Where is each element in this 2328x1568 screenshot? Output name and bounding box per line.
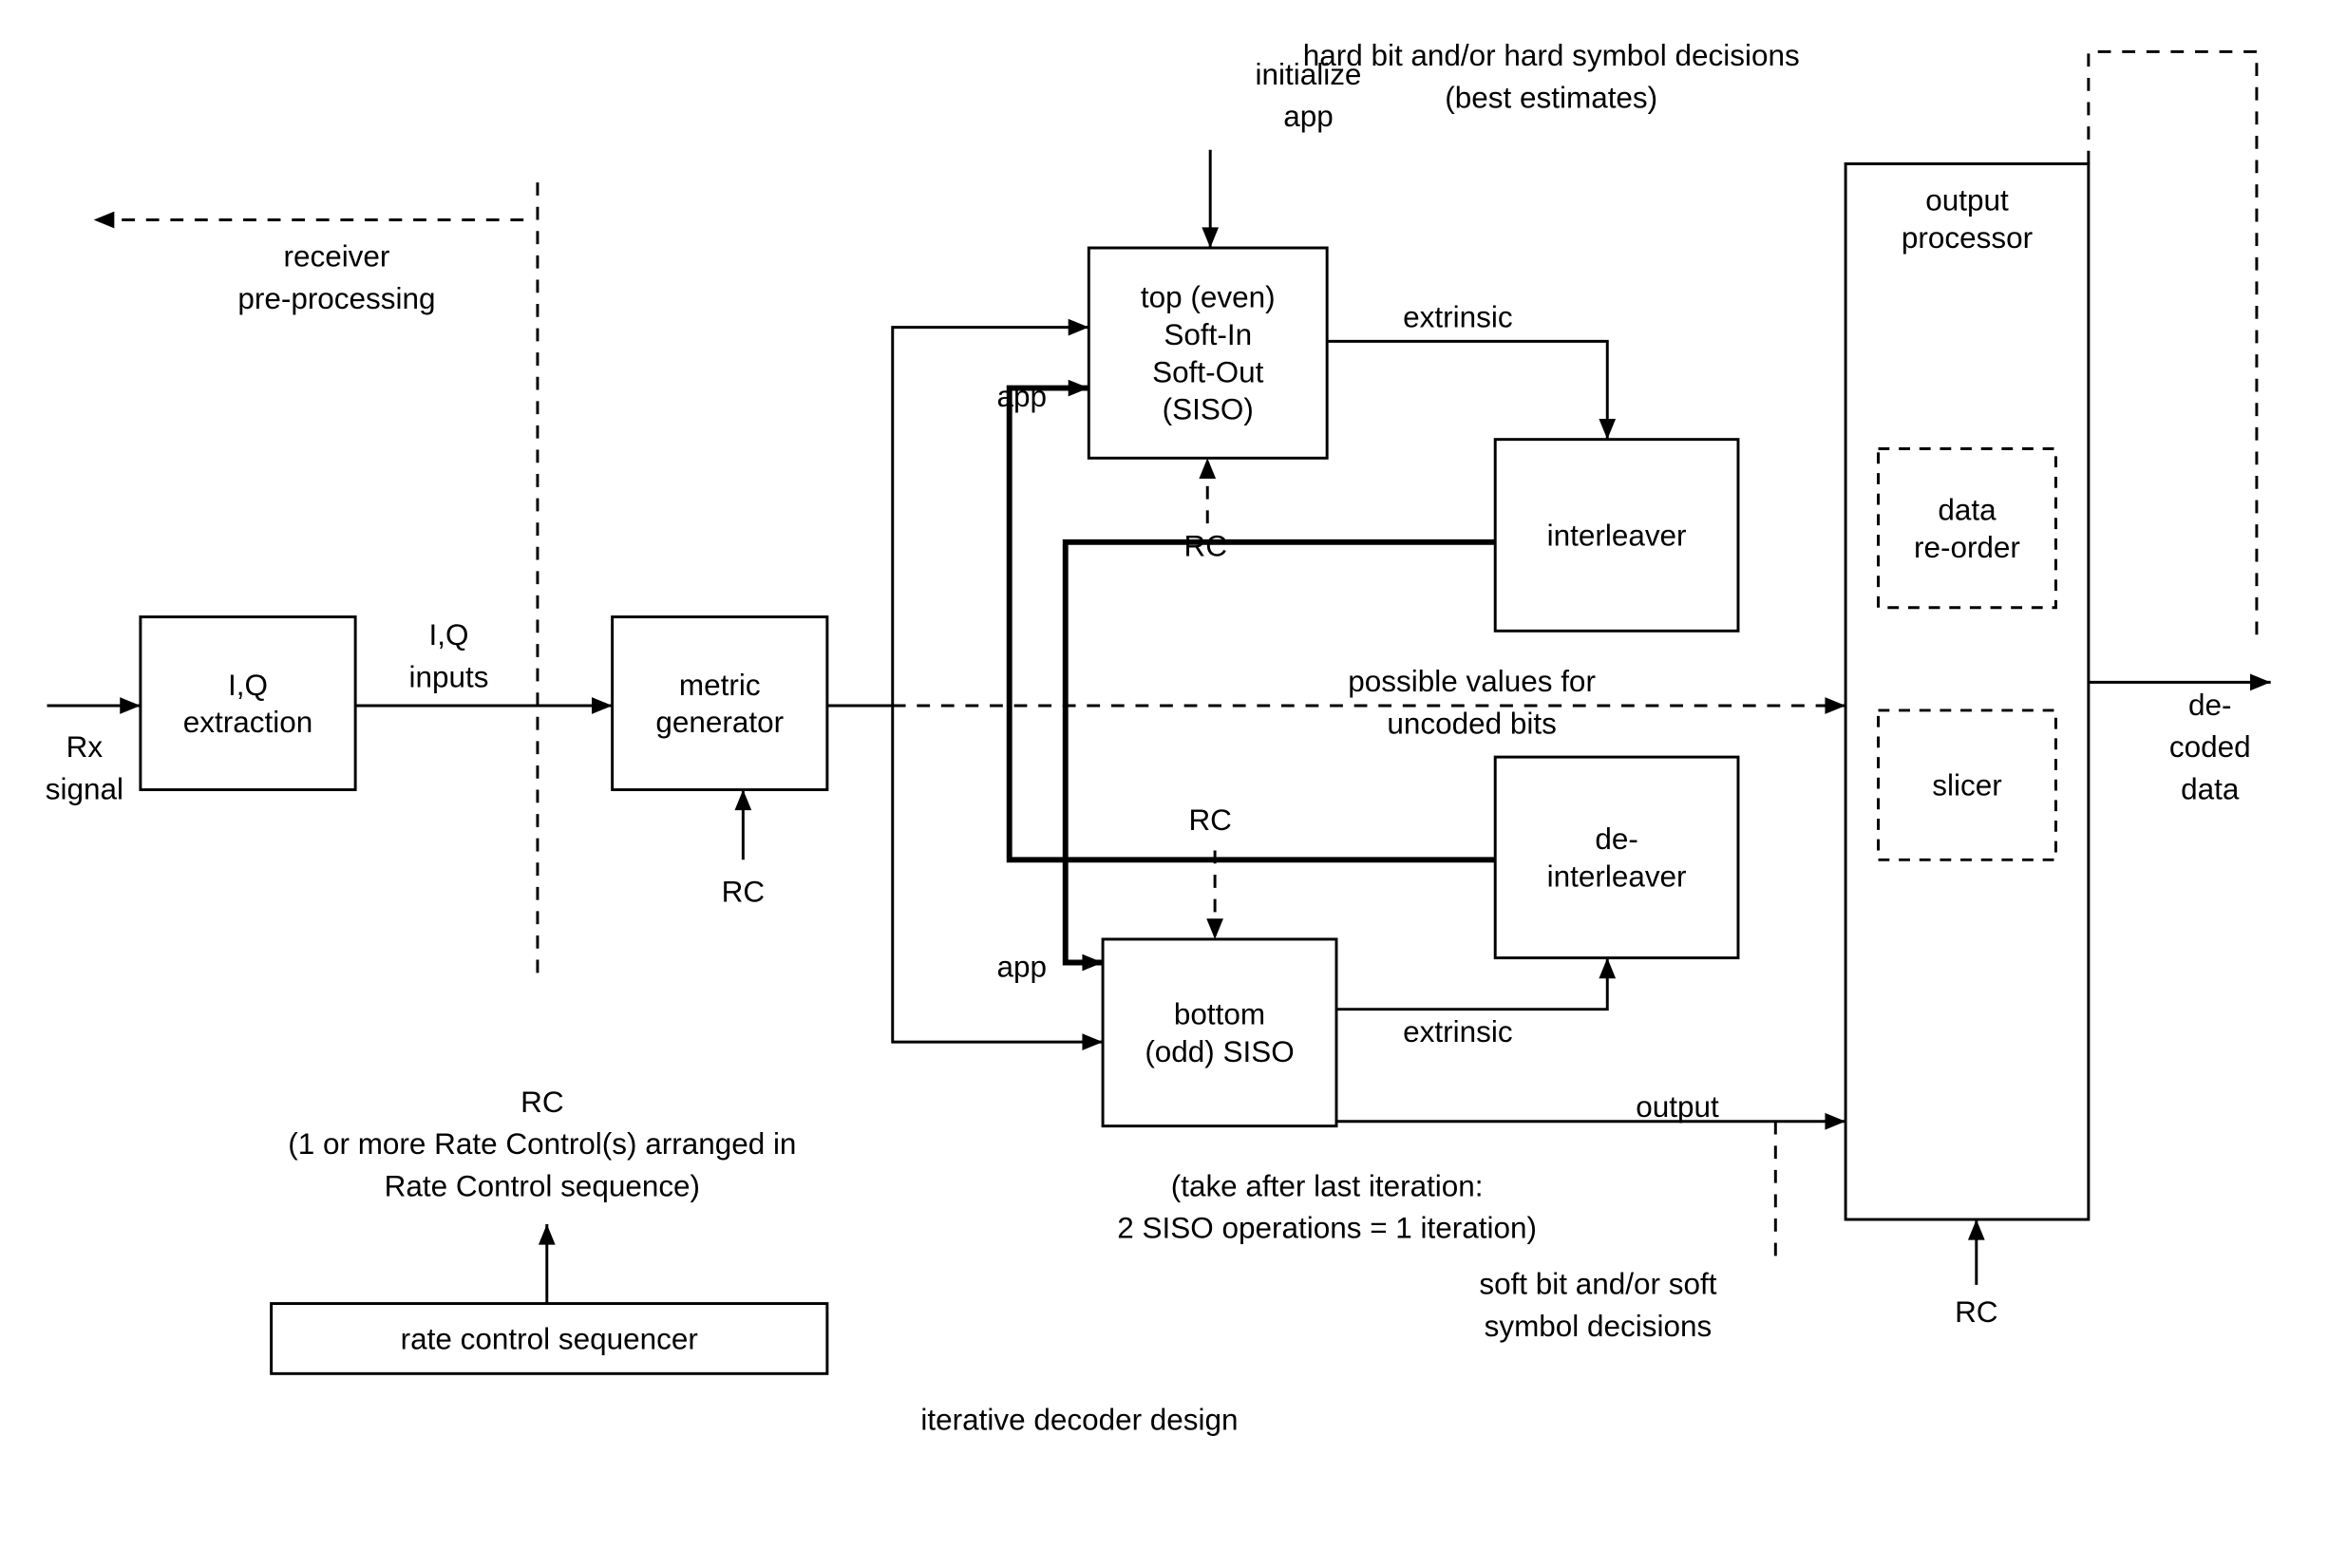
- label-rc_metric: RC: [722, 876, 765, 909]
- node-iq_extraction-label: I,Q: [228, 669, 268, 702]
- label-iq_inputs_1: I,Q: [429, 618, 469, 652]
- node-slicer-label: slicer: [1932, 769, 2001, 803]
- node-interleaver: interleaver: [1495, 440, 1738, 632]
- node-rate_ctrl_seq: rate control sequencer: [272, 1304, 827, 1374]
- node-iq_extraction: I,Q extraction: [141, 617, 355, 790]
- label-app_bottom: app: [997, 950, 1048, 983]
- node-metric_gen-label: metric: [679, 669, 761, 702]
- node-bottom_siso-label: bottom: [1174, 998, 1265, 1031]
- node-bottom_siso: bottom (odd) SISO: [1103, 939, 1336, 1126]
- label-rc_bottom: RC: [1188, 803, 1231, 837]
- label-decoded_1: de-: [2188, 689, 2231, 722]
- node-data_reorder-label: data: [1938, 493, 1997, 526]
- label-initialize_app_2: app: [1283, 100, 1334, 133]
- node-metric_gen-label: generator: [655, 706, 784, 739]
- node-output_proc: output processor: [1845, 163, 2089, 1219]
- node-iq_extraction-label: extraction: [183, 706, 312, 739]
- node-top_siso-label: top (even): [1141, 281, 1276, 314]
- node-interleaver-label: interleaver: [1547, 519, 1687, 552]
- label-caption: iterative decoder design: [920, 1403, 1238, 1436]
- node-bottom_siso-label: (odd) SISO: [1145, 1035, 1294, 1068]
- label-initialize_app_1: initialize: [1256, 58, 1362, 91]
- label-possible_2: uncoded bits: [1387, 708, 1556, 741]
- node-output_proc-label: processor: [1902, 221, 2033, 255]
- edge-metric_to_top: [893, 328, 1089, 706]
- label-rx_2: signal: [46, 772, 123, 805]
- label-output_lbl: output: [1636, 1090, 1719, 1124]
- label-rx_1: Rx: [66, 730, 104, 764]
- node-top_siso: top (even) Soft-In Soft-Out (SISO): [1088, 248, 1327, 458]
- node-data_reorder-label: re-order: [1914, 531, 2020, 564]
- edge-metric_to_bot: [893, 706, 1103, 1042]
- label-rc_out: RC: [1955, 1295, 1997, 1329]
- node-metric_gen: metric generator: [613, 617, 827, 790]
- label-rc_desc_3: Rate Control sequence): [385, 1169, 700, 1202]
- node-rate_ctrl_seq-label: rate control sequencer: [401, 1322, 698, 1355]
- label-hard_decisions_2: (best estimates): [1445, 81, 1657, 114]
- node-top_siso-label: (SISO): [1163, 393, 1254, 426]
- label-possible_1: possible values for: [1348, 665, 1596, 698]
- label-take_after_2: 2 SISO operations = 1 iteration): [1117, 1212, 1537, 1245]
- label-decoded_2: coded: [2169, 730, 2251, 764]
- label-soft_1: soft bit and/or soft: [1479, 1268, 1716, 1301]
- node-deinterleaver-label: interleaver: [1547, 860, 1687, 894]
- label-rc_desc_2: (1 or more Rate Control(s) arranged in: [288, 1127, 796, 1161]
- edge-hard_dash: [2089, 51, 2257, 645]
- edge-bot_to_deint: [1336, 958, 1607, 1010]
- label-extrinsic_top: extrinsic: [1403, 301, 1512, 334]
- label-take_after_1: (take after last iteration:: [1171, 1169, 1484, 1202]
- node-deinterleaver: de-interleaver: [1495, 757, 1738, 957]
- node-deinterleaver-label: de-: [1595, 822, 1637, 856]
- node-top_siso-label: Soft-In: [1164, 318, 1252, 351]
- iterative-decoder-diagram: I,Q extraction metric generator top (even) So…: [19, 19, 2309, 1544]
- edge-top_to_intlv: [1327, 341, 1607, 439]
- label-app_top: app: [997, 380, 1048, 413]
- label-receiver_1: receiver: [283, 240, 389, 274]
- edge-intlv_to_bfeed: [1066, 542, 1495, 963]
- label-soft_2: symbol decisions: [1485, 1310, 1713, 1343]
- label-hard_decisions_1: hard bit and/or hard symbol decisions: [1303, 39, 1800, 72]
- node-output_proc-label: output: [1925, 184, 2009, 217]
- label-iq_inputs_2: inputs: [409, 660, 489, 693]
- label-rc_desc_1: RC: [520, 1086, 563, 1119]
- label-decoded_3: data: [2181, 772, 2240, 805]
- node-top_siso-label: Soft-Out: [1152, 355, 1263, 388]
- label-preprocessing: pre-processing: [237, 282, 435, 315]
- label-extrinsic_bottom: extrinsic: [1403, 1015, 1512, 1048]
- label-rc_top: RC: [1184, 530, 1227, 563]
